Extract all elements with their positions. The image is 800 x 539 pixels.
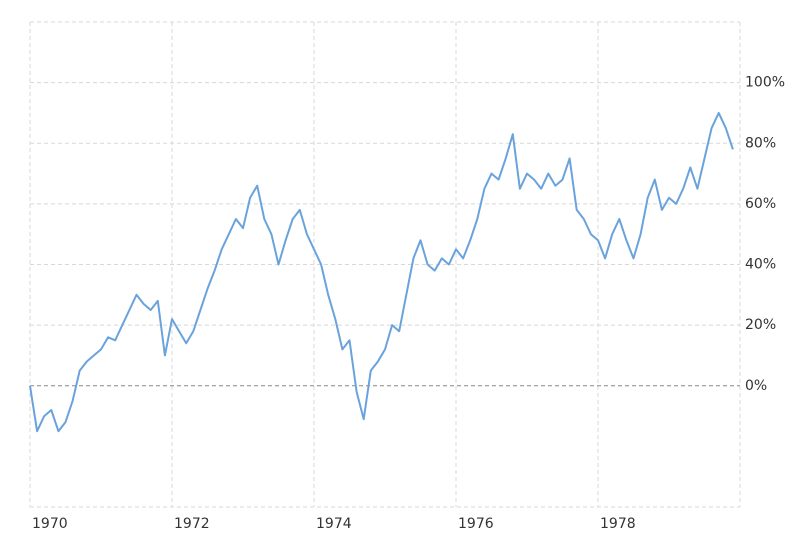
x-tick-label: 1970: [32, 516, 68, 532]
y-tick-label: 60%: [745, 196, 776, 212]
y-tick-label: 80%: [745, 135, 776, 151]
y-tick-label: 100%: [745, 75, 785, 91]
y-tick-label: 40%: [745, 257, 776, 273]
x-tick-label: 1974: [316, 516, 352, 532]
y-tick-label: 0%: [745, 378, 767, 394]
data-line: [29, 111, 734, 433]
x-tick-label: 1972: [174, 516, 210, 532]
x-tick-label: 1978: [600, 516, 636, 532]
x-tick-label: 1976: [458, 516, 494, 532]
y-tick-label: 20%: [745, 317, 776, 333]
